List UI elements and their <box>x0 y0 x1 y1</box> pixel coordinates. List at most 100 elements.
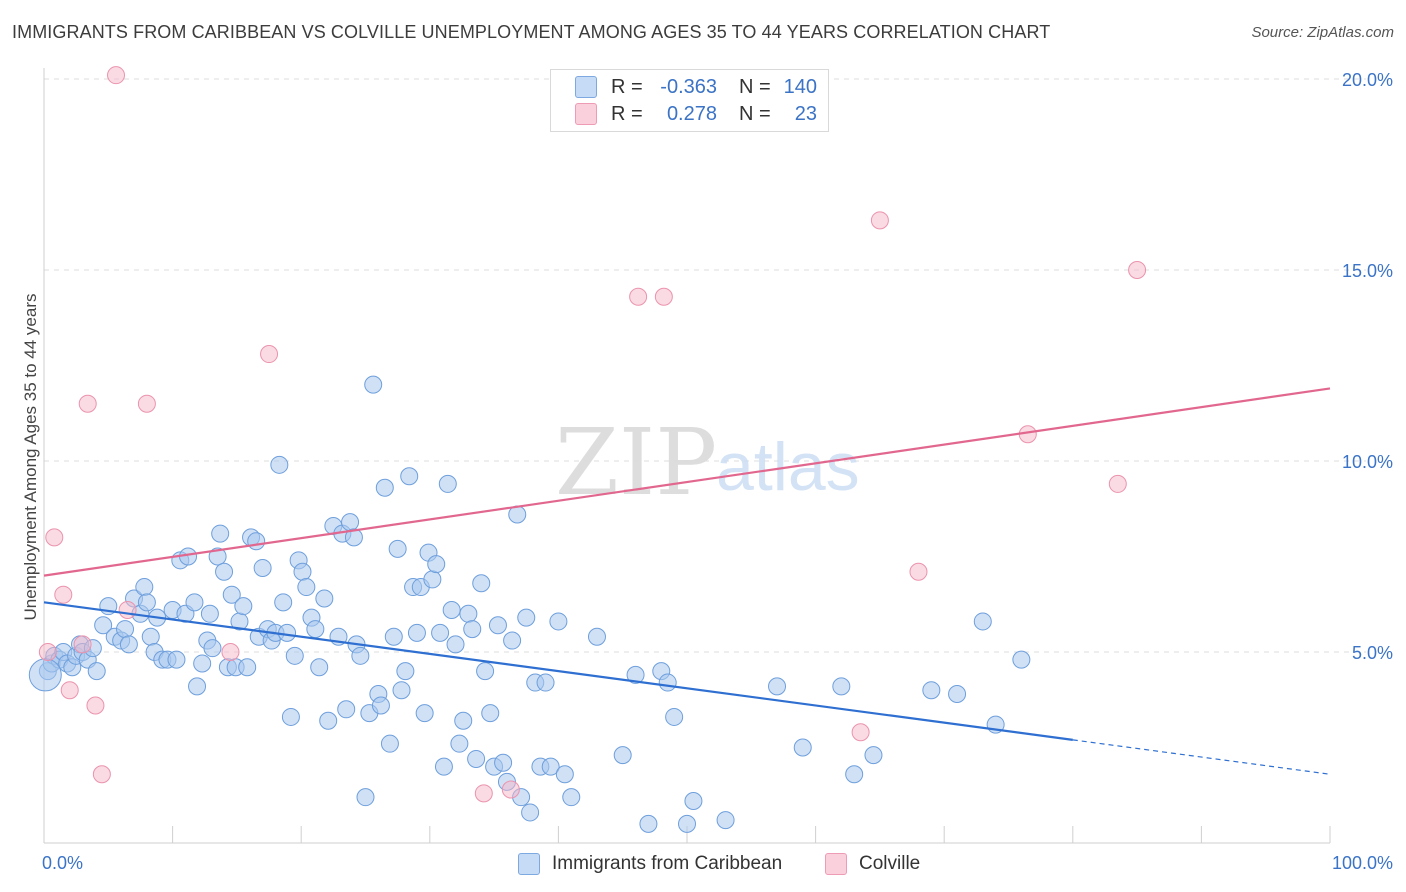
legend-swatch-pink <box>575 103 597 125</box>
caribbean-point <box>438 474 457 493</box>
y-axis-label: Unemployment Among Ages 35 to 44 years <box>21 294 40 621</box>
legend-row-colville: R = 0.278 N = 23 <box>575 102 817 126</box>
caribbean-point <box>208 547 227 566</box>
x-tick-label: 0.0% <box>42 853 83 873</box>
colville-point <box>38 643 57 661</box>
colville-point <box>260 345 279 364</box>
legend-r-label: R = <box>611 75 643 98</box>
caribbean-point <box>28 658 62 692</box>
caribbean-point <box>549 612 568 631</box>
caribbean-point <box>434 757 453 776</box>
caribbean-point <box>375 478 394 497</box>
bottom-legend-label: Immigrants from Caribbean <box>552 853 783 874</box>
caribbean-point <box>768 677 787 696</box>
caribbean-point <box>521 803 540 822</box>
caribbean-point <box>247 532 266 551</box>
caribbean-point <box>415 704 434 723</box>
caribbean-point <box>392 681 411 700</box>
caribbean-point <box>665 707 684 726</box>
caribbean-point <box>407 623 426 642</box>
caribbean-point <box>716 811 735 830</box>
colville-point <box>221 643 240 661</box>
caribbean-point <box>488 616 507 635</box>
correlation-legend: R = -0.363 N = 140 R = 0.278 N = 23 <box>550 69 829 132</box>
caribbean-point <box>388 539 407 558</box>
caribbean-point <box>344 528 363 547</box>
caribbean-point <box>315 589 334 608</box>
caribbean-point <box>351 646 370 665</box>
caribbean-point <box>459 604 478 623</box>
caribbean-point <box>135 578 154 597</box>
caribbean-point <box>293 562 312 581</box>
caribbean-point <box>222 585 241 604</box>
tick-labels: 5.0% 10.0% 15.0% 20.0% 0.0% 100.0% <box>42 70 1393 873</box>
y-tick-label: 10.0% <box>1342 452 1393 472</box>
caribbean-point <box>832 677 851 696</box>
y-tick-label: 20.0% <box>1342 70 1393 90</box>
y-tick-label: 5.0% <box>1352 643 1393 663</box>
caribbean-point <box>306 620 325 639</box>
caribbean-point <box>463 620 482 639</box>
caribbean-point <box>337 700 356 719</box>
caribbean-trendline-extension <box>1072 739 1331 775</box>
caribbean-point <box>555 765 574 784</box>
colville-point <box>54 585 73 604</box>
caribbean-point <box>137 593 156 612</box>
caribbean-point <box>200 604 219 623</box>
colville-point <box>107 66 126 85</box>
colville-point <box>909 562 928 581</box>
caribbean-trendline <box>43 601 1073 741</box>
caribbean-point <box>922 681 941 700</box>
caribbean-point <box>481 704 500 723</box>
legend-n-label: N = <box>739 102 771 125</box>
chart-title: IMMIGRANTS FROM CARIBBEAN VS COLVILLE UN… <box>12 22 1051 42</box>
caribbean-point <box>94 616 113 635</box>
caribbean-point <box>476 662 495 681</box>
colville-point <box>137 394 156 413</box>
caribbean-point <box>319 711 338 730</box>
caribbean-point <box>278 623 297 642</box>
caribbean-point <box>494 753 513 772</box>
caribbean-point <box>211 524 230 543</box>
colville-point <box>851 723 870 742</box>
bottom-legend-caribbean: Immigrants from Caribbean <box>518 852 782 876</box>
caribbean-point <box>384 627 403 646</box>
caribbean-point <box>193 654 212 673</box>
caribbean-point <box>188 677 207 696</box>
colville-point <box>118 600 137 619</box>
caribbean-point <box>517 608 536 627</box>
caribbean-point <box>658 673 677 692</box>
legend-n-value: 140 <box>783 75 817 98</box>
caribbean-point <box>238 658 257 677</box>
caribbean-point <box>613 746 632 765</box>
caribbean-point <box>234 597 253 616</box>
bottom-legend-swatch-pink <box>825 853 847 875</box>
colville-point <box>60 681 79 700</box>
caribbean-point <box>442 600 461 619</box>
caribbean-point <box>562 788 581 807</box>
caribbean-point <box>215 562 234 581</box>
colville-point <box>501 780 520 799</box>
x-tick-label: 100.0% <box>1332 853 1393 873</box>
trendlines <box>43 387 1331 775</box>
caribbean-point <box>427 555 446 574</box>
legend-n-value: 23 <box>794 102 817 125</box>
caribbean-point <box>274 593 293 612</box>
caribbean-point <box>678 814 696 833</box>
caribbean-point <box>450 734 469 753</box>
caribbean-point <box>167 650 186 669</box>
colville-point <box>474 784 493 803</box>
caribbean-point <box>285 646 304 665</box>
colville-point <box>629 287 648 306</box>
series-caribbean-points <box>28 375 1031 833</box>
caribbean-point <box>87 662 106 681</box>
caribbean-point <box>116 620 135 639</box>
colville-point <box>1108 474 1127 493</box>
legend-r-label: R = <box>611 102 643 125</box>
caribbean-point <box>185 593 204 612</box>
caribbean-point <box>297 578 316 597</box>
caribbean-point <box>341 513 360 532</box>
caribbean-point <box>845 765 864 784</box>
caribbean-point <box>793 738 812 757</box>
